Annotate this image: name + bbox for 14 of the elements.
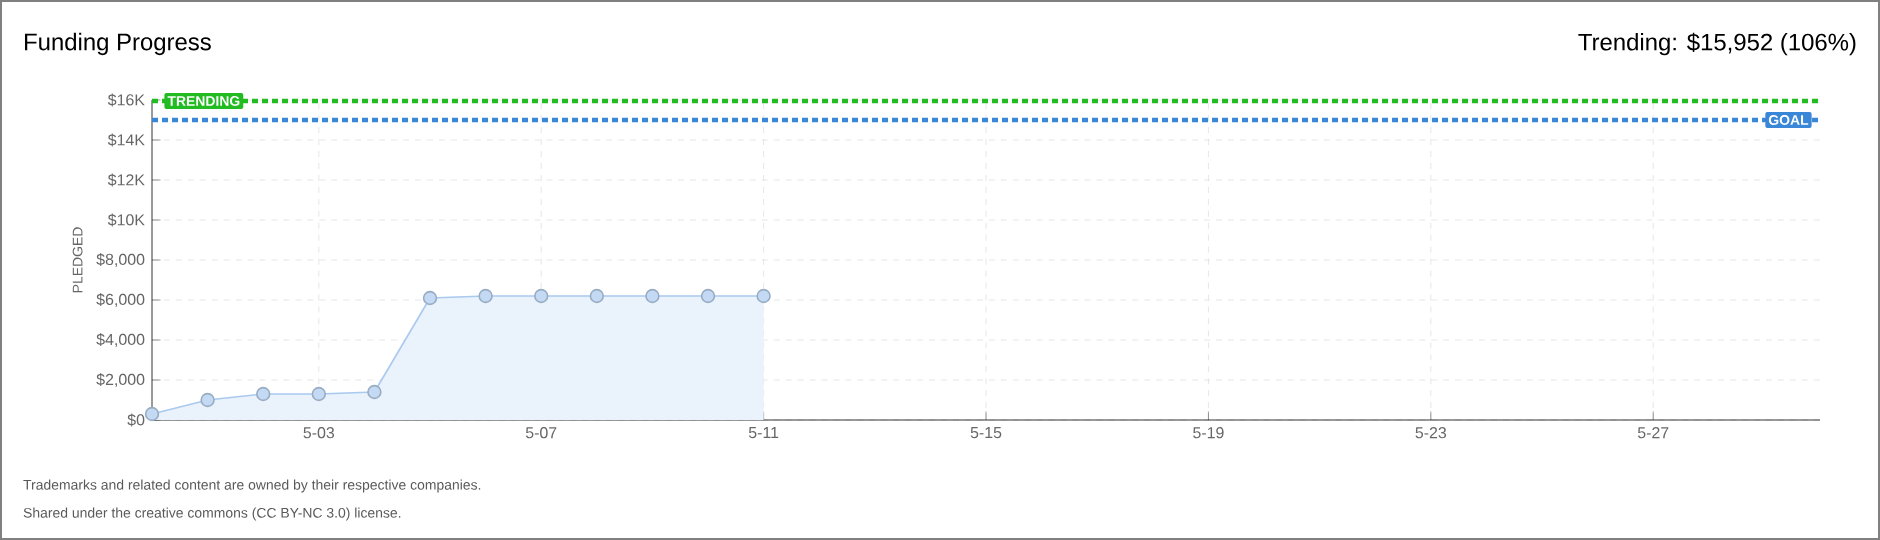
point (144, 406, 160, 422)
point (756, 288, 771, 304)
point (256, 386, 271, 402)
point (645, 288, 660, 304)
point (534, 288, 549, 304)
point (422, 290, 438, 306)
chart-title: Funding Progress (25, 32, 211, 56)
point (589, 288, 605, 304)
point (200, 392, 215, 408)
point (700, 288, 716, 304)
point (311, 386, 327, 402)
text: Trending: $15,952 (106%) (1578, 32, 1856, 56)
point (367, 384, 382, 400)
point (478, 288, 493, 304)
